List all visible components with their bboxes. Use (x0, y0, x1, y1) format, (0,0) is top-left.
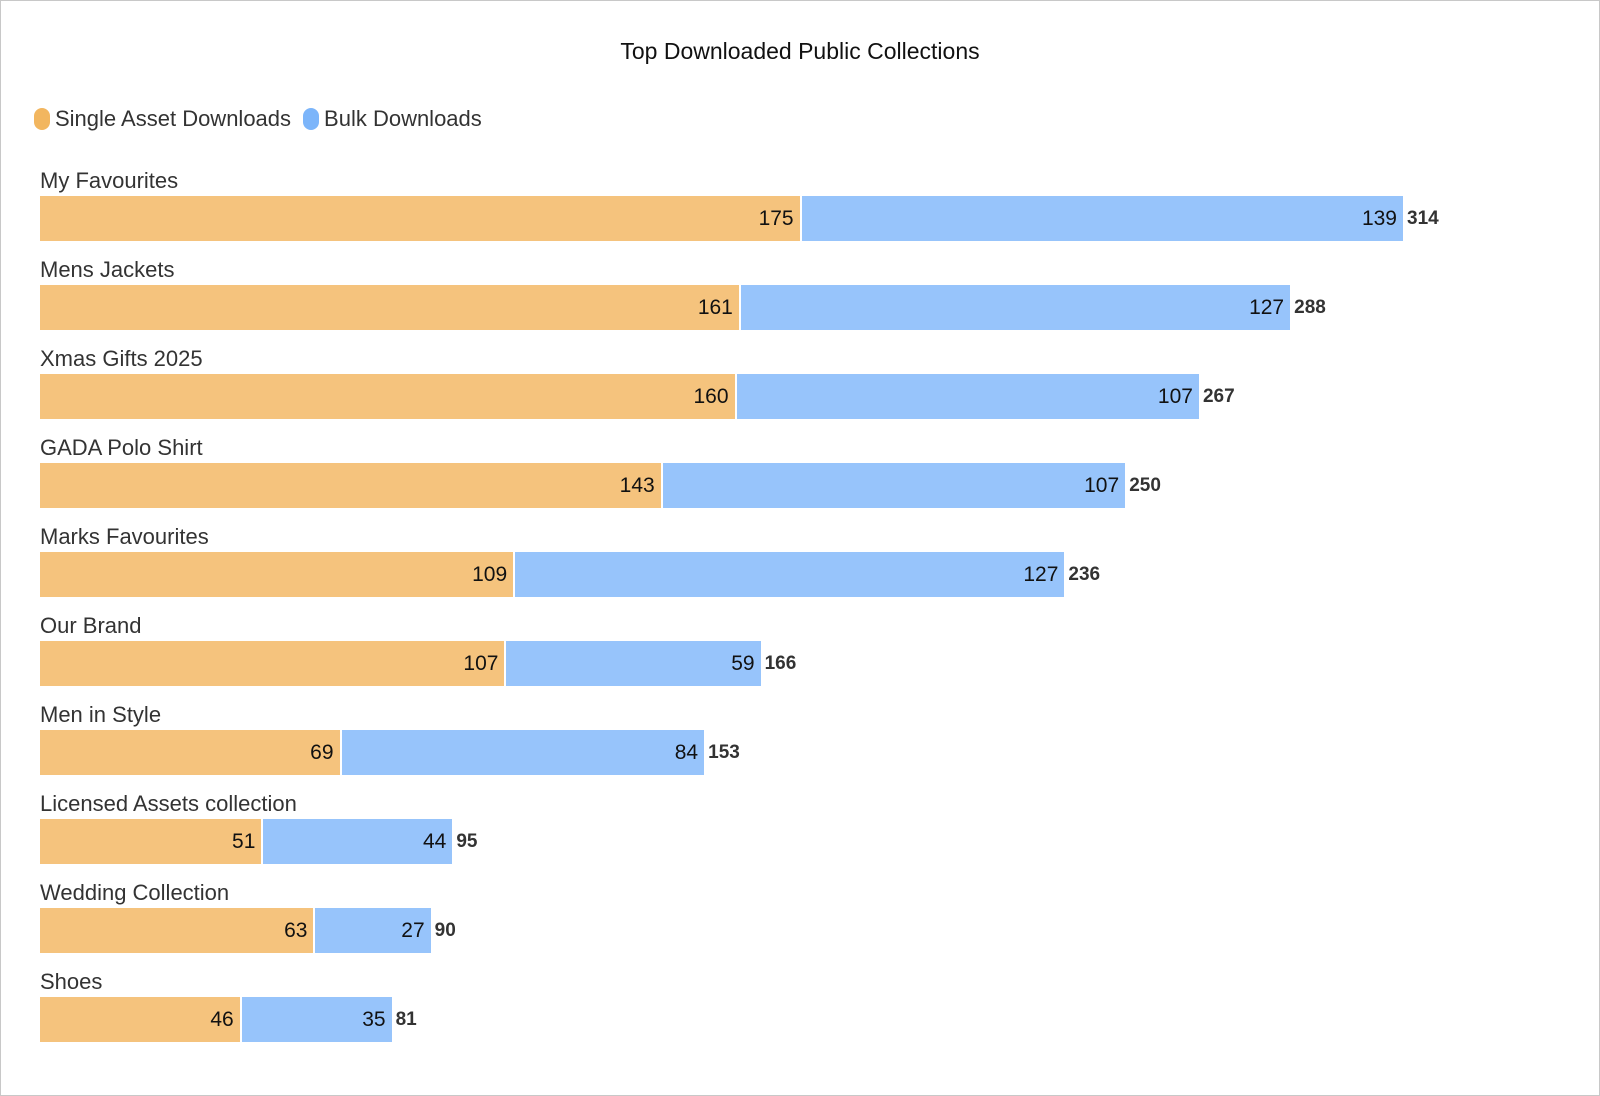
data-label: 44 (423, 830, 447, 853)
legend-item-bulk[interactable]: Bulk Downloads (303, 106, 482, 132)
bar-bulk[interactable] (239, 997, 392, 1042)
bar-bulk[interactable] (339, 730, 705, 775)
bar-bulk[interactable] (504, 641, 761, 686)
bar-single-asset[interactable] (40, 463, 661, 508)
total-label: 267 (1202, 386, 1235, 407)
bar-single-asset[interactable] (40, 819, 262, 864)
data-label: 109 (472, 563, 508, 586)
bar-single-asset[interactable] (40, 196, 800, 241)
bar-single-asset[interactable] (40, 997, 240, 1042)
category-label: My Favourites (40, 168, 179, 193)
data-label: 107 (463, 652, 499, 675)
bar-single-asset[interactable] (40, 374, 735, 419)
legend-swatch-bulk (303, 108, 320, 130)
total-label: 166 (764, 653, 797, 674)
bar-single-asset[interactable] (40, 285, 739, 330)
bar-single-asset[interactable] (40, 730, 340, 775)
bar-single-asset[interactable] (40, 552, 514, 597)
data-label: 139 (1361, 207, 1397, 230)
bar-single-asset[interactable] (40, 908, 314, 953)
data-label: 46 (210, 1008, 234, 1031)
bar-bulk[interactable] (738, 285, 1291, 330)
bar-bulk[interactable] (660, 463, 1126, 508)
data-label: 107 (1157, 385, 1193, 408)
data-label: 127 (1249, 296, 1285, 319)
data-label: 69 (310, 741, 334, 764)
total-label: 153 (708, 742, 740, 763)
total-label: 288 (1294, 297, 1326, 318)
data-label: 59 (731, 652, 755, 675)
data-label: 107 (1084, 474, 1120, 497)
category-label: Marks Favourites (40, 524, 209, 549)
legend-item-single[interactable]: Single Asset Downloads (34, 106, 291, 132)
chart-title: Top Downloaded Public Collections (620, 38, 980, 64)
category-label: Men in Style (40, 702, 162, 727)
data-label: 160 (693, 385, 729, 408)
data-label: 35 (362, 1008, 386, 1031)
legend-label-bulk: Bulk Downloads (324, 106, 482, 131)
bar-single-asset[interactable] (40, 641, 505, 686)
data-label: 27 (401, 919, 425, 942)
category-label: Wedding Collection (40, 880, 230, 905)
total-label: 95 (456, 831, 478, 852)
total-label: 236 (1068, 564, 1101, 585)
data-label: 51 (232, 830, 256, 853)
data-label: 63 (284, 919, 308, 942)
category-label: Mens Jackets (40, 257, 175, 282)
bar-bulk[interactable] (799, 196, 1403, 241)
category-label: Xmas Gifts 2025 (40, 346, 203, 371)
legend-label-single: Single Asset Downloads (55, 106, 292, 131)
total-label: 81 (395, 1009, 417, 1030)
legend-swatch-single (34, 108, 50, 130)
data-label: 127 (1023, 563, 1059, 586)
category-label: Shoes (40, 969, 103, 994)
total-label: 250 (1129, 475, 1161, 496)
category-label: Licensed Assets collection (40, 791, 297, 816)
data-label: 161 (697, 296, 733, 319)
legend: Single Asset Downloads Bulk Downloads (34, 106, 494, 132)
category-label: GADA Polo Shirt (40, 435, 203, 460)
bar-bulk[interactable] (313, 908, 431, 953)
total-label: 314 (1407, 208, 1439, 229)
bar-bulk[interactable] (513, 552, 1065, 597)
data-label: 84 (674, 741, 699, 764)
data-label: 143 (619, 474, 655, 497)
category-label: Our Brand (40, 613, 142, 638)
data-label: 175 (758, 207, 794, 230)
bar-bulk[interactable] (734, 374, 1199, 419)
total-label: 90 (434, 920, 456, 941)
bar-bulk[interactable] (261, 819, 453, 864)
